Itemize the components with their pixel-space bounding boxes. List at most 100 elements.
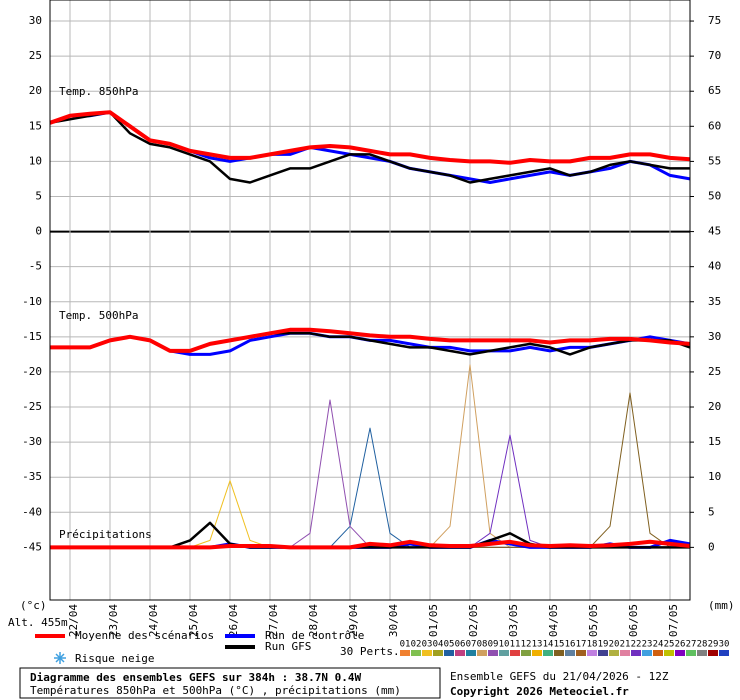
copyright: Copyright 2026 Meteociel.fr: [450, 685, 629, 698]
panel-label: Temp. 500hPa: [59, 309, 138, 322]
grid: [50, 0, 690, 600]
y-unit: (°c): [20, 599, 47, 612]
perturbation-swatch: [631, 650, 641, 656]
y2-tick-label: 20: [708, 400, 721, 413]
series-line: [49, 111, 690, 184]
y-tick-label: 20: [29, 84, 42, 97]
lines: [49, 110, 691, 550]
y-tick-label: 15: [29, 119, 42, 132]
x-tick-label: 01/05: [427, 604, 440, 637]
x-tick-label: 28/04: [307, 604, 320, 637]
perturbation-swatch: [444, 650, 454, 656]
perturbation-swatch: [433, 650, 443, 656]
perturbation-label: 20: [609, 640, 620, 650]
perturbation-swatch: [664, 650, 674, 656]
perturbation-swatch: [598, 650, 608, 656]
perturbation-label: 18: [587, 640, 598, 650]
perturbation-swatch: [620, 650, 630, 656]
perturbation-swatch: [543, 650, 553, 656]
perturbation-swatch: [411, 650, 421, 656]
run-info: Ensemble GEFS du 21/04/2026 - 12Z: [450, 670, 669, 683]
y2-tick-label: 0: [708, 540, 715, 553]
y-tick-label: -5: [29, 260, 42, 273]
perturbation-label: 27: [686, 640, 697, 650]
perturbation-label: 05: [444, 640, 455, 650]
x-tick-label: 26/04: [227, 604, 240, 637]
perturbation-label: 24: [653, 640, 664, 650]
y2-tick-label: 70: [708, 49, 721, 62]
perturbation-swatch: [609, 650, 619, 656]
x-tick-label: 27/04: [267, 604, 280, 637]
x-tick-label: 06/05: [627, 604, 640, 637]
perturbation-label: 01: [400, 640, 411, 650]
snow-icon: [54, 652, 66, 664]
perturbation-swatch: [642, 650, 652, 656]
perturbation-swatch: [675, 650, 685, 656]
perturbation-swatch: [587, 650, 597, 656]
legend-label: Run de contrôle: [265, 629, 364, 642]
chart-title: Diagramme des ensembles GEFS sur 384h : …: [30, 671, 362, 684]
perturbation-swatch: [565, 650, 575, 656]
perturbations-label: 30 Perts.: [340, 645, 400, 658]
plot-frame: [49, 0, 691, 601]
x-tick-label: 03/05: [507, 604, 520, 637]
y2-tick-label: 15: [708, 435, 721, 448]
perturbation-swatch: [521, 650, 531, 656]
series-line: [49, 110, 691, 165]
perturbation-swatch: [686, 650, 696, 656]
perturbation-swatch: [576, 650, 586, 656]
perturbation-label: 25: [664, 640, 675, 650]
perturbation-swatch: [510, 650, 520, 656]
chart-subtitle: Températures 850hPa et 500hPa (°C) , pré…: [30, 684, 401, 697]
x-tick-label: 05/05: [587, 604, 600, 637]
perturbation-swatch: [708, 650, 718, 656]
y-tick-label: 0: [35, 225, 42, 238]
y-tick-label: 25: [29, 49, 42, 62]
x-tick-label: 04/05: [547, 604, 560, 637]
perturbation-label: 04: [433, 640, 444, 650]
title-box: [19, 667, 441, 699]
perturbation-swatch: [488, 650, 498, 656]
y-tick-label: -15: [22, 330, 42, 343]
y-tick-label: 10: [29, 154, 42, 167]
x-tick-label: 07/05: [667, 604, 680, 637]
perturbation-label: 21: [620, 640, 631, 650]
y2-tick-label: 60: [708, 119, 721, 132]
perturbation-label: 16: [565, 640, 576, 650]
perturbation-label: 28: [697, 640, 708, 650]
y-tick-label: 5: [35, 189, 42, 202]
perturbation-swatch: [455, 650, 465, 656]
y2-tick-label: 75: [708, 14, 721, 27]
y-tick-label: -40: [22, 505, 42, 518]
perturbation-label: 22: [631, 640, 642, 650]
perturbation-label: 14: [543, 640, 554, 650]
perturbation-label: 03: [422, 640, 433, 650]
perturbation-label: 11: [510, 640, 521, 650]
y2-tick-label: 5: [708, 505, 715, 518]
panel-label: Précipitations: [59, 528, 152, 541]
panel-label: Temp. 850hPa: [59, 85, 138, 98]
x-tick-label: 25/04: [187, 604, 200, 637]
y2-tick-label: 55: [708, 154, 721, 167]
x-tick-label: 24/04: [147, 604, 160, 637]
perturbation-swatch: [400, 650, 410, 656]
perturbation-swatch: [466, 650, 476, 656]
perturbation-swatch: [532, 650, 542, 656]
y2-tick-label: 40: [708, 260, 721, 273]
y2-tick-label: 10: [708, 470, 721, 483]
y2-tick-label: 50: [708, 189, 721, 202]
perturbation-swatch: [653, 650, 663, 656]
perturbation-label: 08: [477, 640, 488, 650]
y2-tick-label: 30: [708, 330, 721, 343]
y2-unit: (mm): [708, 599, 735, 612]
x-tick-label: 30/04: [387, 604, 400, 637]
y-tick-label: -45: [22, 540, 42, 553]
perturbation-label: 09: [488, 640, 499, 650]
y-tick-label: -10: [22, 295, 42, 308]
perturbation-swatch: [477, 650, 487, 656]
legend-label: Moyenne des scénarios: [75, 629, 214, 642]
perturbation-swatch: [554, 650, 564, 656]
perturbation-label: 15: [554, 640, 565, 650]
snow-label: Risque neige: [75, 652, 154, 665]
